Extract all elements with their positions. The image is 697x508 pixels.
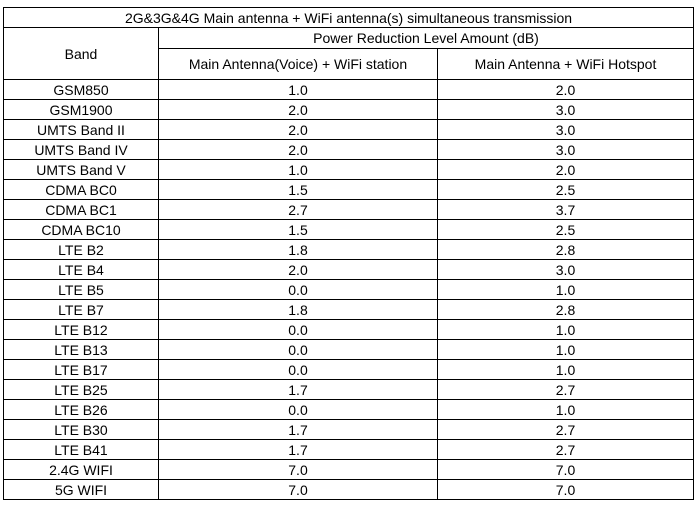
- table-title: 2G&3G&4G Main antenna + WiFi antenna(s) …: [2, 7, 695, 28]
- voice-wifi-station-cell: 2.0: [158, 139, 438, 160]
- band-cell: CDMA BC10: [3, 219, 159, 240]
- table-row: GSM850 1.0 2.0: [3, 79, 695, 100]
- table-row: LTE B25 1.7 2.7: [3, 379, 695, 400]
- wifi-hotspot-cell: 3.0: [436, 139, 695, 160]
- band-cell: UMTS Band II: [3, 119, 159, 140]
- voice-wifi-station-cell: 0.0: [158, 359, 438, 380]
- power-reduction-group-header: Power Reduction Level Amount (dB): [157, 27, 695, 49]
- band-cell: LTE B26: [3, 399, 159, 420]
- voice-wifi-station-cell: 1.7: [158, 379, 438, 400]
- band-cell: UMTS Band IV: [3, 139, 159, 160]
- table-row: 5G WIFI 7.0 7.0: [3, 479, 695, 500]
- voice-wifi-station-cell: 7.0: [158, 479, 438, 500]
- voice-wifi-station-cell: 1.5: [158, 219, 438, 240]
- table-row: LTE B5 0.0 1.0: [3, 279, 695, 300]
- wifi-hotspot-cell: 7.0: [436, 479, 695, 500]
- wifi-hotspot-cell: 3.7: [436, 199, 695, 220]
- voice-wifi-station-cell: 0.0: [158, 339, 438, 360]
- voice-wifi-station-cell: 2.0: [158, 119, 438, 140]
- band-cell: GSM850: [3, 79, 159, 100]
- wifi-hotspot-cell: 2.0: [436, 159, 695, 180]
- band-cell: 5G WIFI: [3, 479, 159, 500]
- voice-wifi-station-column-header: Main Antenna(Voice) + WiFi station: [158, 48, 438, 80]
- table-row: UMTS Band V 1.0 2.0: [3, 159, 695, 180]
- voice-wifi-station-cell: 2.7: [158, 199, 438, 220]
- band-cell: 2.4G WIFI: [3, 459, 159, 480]
- wifi-hotspot-cell: 2.8: [436, 239, 695, 260]
- power-reduction-table: 2G&3G&4G Main antenna + WiFi antenna(s) …: [2, 7, 695, 500]
- table-row: CDMA BC10 1.5 2.5: [3, 219, 695, 240]
- wifi-hotspot-cell: 3.0: [436, 119, 695, 140]
- band-cell: GSM1900: [3, 99, 159, 120]
- band-column-header: Band: [3, 27, 159, 80]
- wifi-hotspot-cell: 2.5: [436, 179, 695, 200]
- wifi-hotspot-cell: 2.8: [436, 299, 695, 320]
- wifi-hotspot-column-header: Main Antenna + WiFi Hotspot: [436, 48, 695, 80]
- table-row: CDMA BC0 1.5 2.5: [3, 179, 695, 200]
- voice-wifi-station-cell: 0.0: [158, 399, 438, 420]
- wifi-hotspot-cell: 2.7: [436, 439, 695, 460]
- power-reduction-table-container: 2G&3G&4G Main antenna + WiFi antenna(s) …: [2, 7, 695, 500]
- table-row: CDMA BC1 2.7 3.7: [3, 199, 695, 220]
- voice-wifi-station-cell: 1.0: [158, 159, 438, 180]
- wifi-hotspot-cell: 1.0: [436, 319, 695, 340]
- wifi-hotspot-cell: 1.0: [436, 339, 695, 360]
- band-cell: LTE B2: [3, 239, 159, 260]
- table-row: LTE B30 1.7 2.7: [3, 419, 695, 440]
- table-row: GSM1900 2.0 3.0: [3, 99, 695, 120]
- voice-wifi-station-cell: 0.0: [158, 279, 438, 300]
- voice-wifi-station-cell: 2.0: [158, 99, 438, 120]
- band-cell: CDMA BC1: [3, 199, 159, 220]
- band-cell: LTE B30: [3, 419, 159, 440]
- band-cell: LTE B7: [3, 299, 159, 320]
- table-row: UMTS Band IV 2.0 3.0: [3, 139, 695, 160]
- voice-wifi-station-cell: 7.0: [158, 459, 438, 480]
- wifi-hotspot-cell: 1.0: [436, 399, 695, 420]
- band-cell: LTE B12: [3, 319, 159, 340]
- table-row: UMTS Band II 2.0 3.0: [3, 119, 695, 140]
- band-cell: LTE B4: [3, 259, 159, 280]
- table-row: LTE B26 0.0 1.0: [3, 399, 695, 420]
- voice-wifi-station-cell: 1.5: [158, 179, 438, 200]
- table-row: LTE B7 1.8 2.8: [3, 299, 695, 320]
- voice-wifi-station-cell: 1.8: [158, 239, 438, 260]
- table-title-row: 2G&3G&4G Main antenna + WiFi antenna(s) …: [2, 7, 695, 28]
- wifi-hotspot-cell: 7.0: [436, 459, 695, 480]
- table-subheader-row: Main Antenna(Voice) + WiFi station Main …: [4, 48, 695, 80]
- wifi-hotspot-cell: 2.7: [436, 419, 695, 440]
- voice-wifi-station-cell: 1.7: [158, 439, 438, 460]
- band-cell: LTE B17: [3, 359, 159, 380]
- wifi-hotspot-cell: 2.0: [436, 79, 695, 100]
- voice-wifi-station-cell: 2.0: [158, 259, 438, 280]
- table-row: 2.4G WIFI 7.0 7.0: [3, 459, 695, 480]
- band-cell: LTE B13: [3, 339, 159, 360]
- band-cell: UMTS Band V: [3, 159, 159, 180]
- table-row: LTE B17 0.0 1.0: [3, 359, 695, 380]
- table-row: LTE B13 0.0 1.0: [3, 339, 695, 360]
- voice-wifi-station-cell: 0.0: [158, 319, 438, 340]
- band-cell: LTE B25: [3, 379, 159, 400]
- table-row: LTE B12 0.0 1.0: [3, 319, 695, 340]
- table-header-row: Band Power Reduction Level Amount (dB): [3, 27, 695, 80]
- wifi-hotspot-cell: 2.7: [436, 379, 695, 400]
- table-row: LTE B2 1.8 2.8: [3, 239, 695, 260]
- band-cell: LTE B5: [3, 279, 159, 300]
- table-row: LTE B4 2.0 3.0: [3, 259, 695, 280]
- table-body: GSM850 1.0 2.0 GSM1900 2.0 3.0 UMTS Band II 2.0…: [3, 79, 695, 500]
- wifi-hotspot-cell: 1.0: [436, 359, 695, 380]
- voice-wifi-station-cell: 1.0: [158, 79, 438, 100]
- band-cell: LTE B41: [3, 439, 159, 460]
- wifi-hotspot-cell: 1.0: [436, 279, 695, 300]
- wifi-hotspot-cell: 2.5: [436, 219, 695, 240]
- band-cell: CDMA BC0: [3, 179, 159, 200]
- wifi-hotspot-cell: 3.0: [436, 259, 695, 280]
- table-row: LTE B41 1.7 2.7: [3, 439, 695, 460]
- voice-wifi-station-cell: 1.7: [158, 419, 438, 440]
- wifi-hotspot-cell: 3.0: [436, 99, 695, 120]
- voice-wifi-station-cell: 1.8: [158, 299, 438, 320]
